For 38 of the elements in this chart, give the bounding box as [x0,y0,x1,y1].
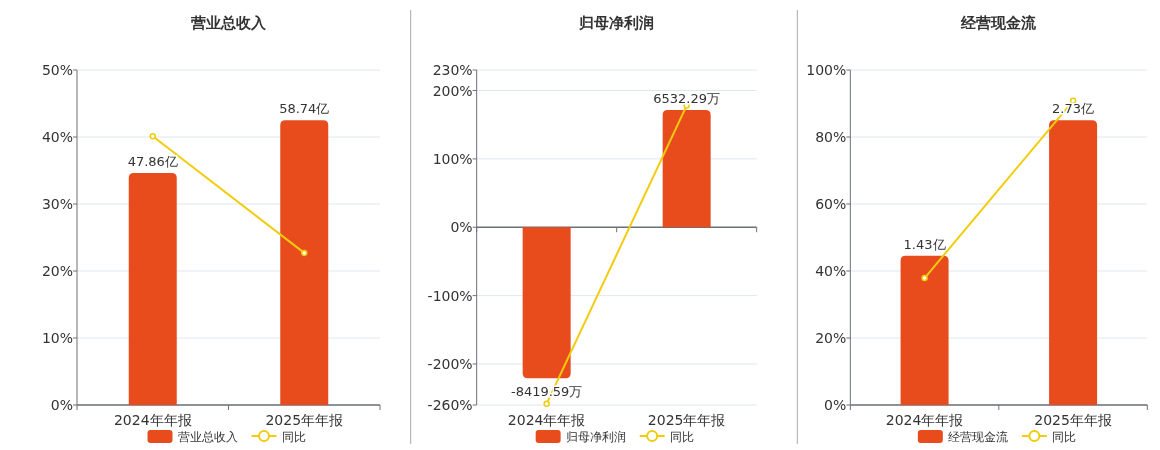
data-label: 6532.29万 [653,91,721,107]
x-tick-label: 2024年年报 [113,412,192,428]
y-tick-label: 230% [432,62,473,78]
y-tick-label: 80% [815,129,847,145]
y-tick-label: 20% [41,263,73,279]
y-tick-label: 0% [824,397,847,413]
y-tick-label: 10% [41,330,73,346]
y-tick-label: -260% [427,397,473,413]
legend-label: 归母净利润 [565,430,626,444]
y-tick-label: 100% [806,62,847,78]
legend-label: 同比 [1051,430,1076,444]
y-tick-label: -200% [427,355,473,372]
y-tick-label: 100% [432,150,473,167]
y-tick-label: 30% [41,196,73,212]
y-tick-label: 50% [41,62,73,78]
legend-label: 同比 [281,430,306,444]
y-tick-label: 40% [41,129,73,145]
y-tick-label: 40% [815,263,847,279]
chart-title: 归母净利润 [578,14,655,32]
data-label: 58.74亿 [279,101,330,117]
x-tick-label: 2025年年报 [647,412,726,428]
y-tick-label: 0% [450,219,473,236]
x-tick-label: 2025年年报 [1034,412,1112,428]
x-tick-label: 2024年年报 [507,412,586,428]
data-label: 47.86亿 [127,153,178,169]
data-label: 1.43亿 [903,236,946,252]
chart-title: 经营现金流 [960,14,1038,32]
y-tick-label: 20% [815,330,847,346]
legend-label: 营业总收入 [177,430,238,444]
x-tick-label: 2024年年报 [885,412,964,428]
x-tick-label: 2025年年报 [265,412,344,428]
legend-label: 经营现金流 [947,430,1008,444]
legend-label: 同比 [669,430,694,444]
y-tick-label: 0% [50,397,73,413]
y-tick-label: 60% [815,196,847,212]
y-tick-label: 200% [432,82,473,99]
y-tick-label: -100% [427,287,473,304]
chart-title: 营业总收入 [190,14,267,32]
